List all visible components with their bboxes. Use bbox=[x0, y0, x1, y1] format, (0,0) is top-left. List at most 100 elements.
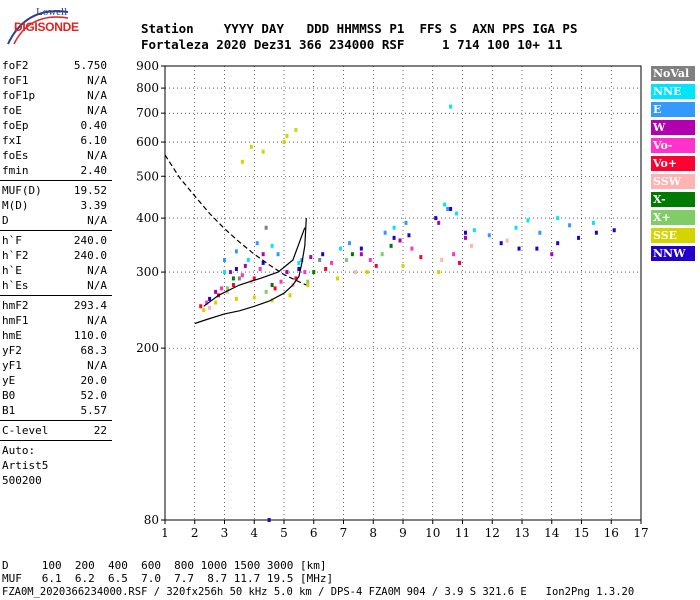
data-point bbox=[252, 295, 256, 300]
data-point bbox=[231, 283, 235, 288]
param-separator bbox=[0, 230, 112, 231]
data-point bbox=[401, 263, 405, 268]
param-row: D N/A bbox=[0, 213, 112, 228]
data-point bbox=[374, 263, 378, 268]
data-point bbox=[285, 270, 289, 275]
legend-item: W bbox=[651, 120, 695, 135]
data-point bbox=[208, 305, 212, 310]
y-tick-label: 700 bbox=[136, 106, 159, 120]
param-row: hmE 110.0 bbox=[0, 328, 112, 343]
param-row: h`F 240.0 bbox=[0, 233, 112, 248]
data-point bbox=[612, 228, 616, 233]
param-value: 293.4 bbox=[73, 299, 107, 312]
legend-item: Vo- bbox=[651, 138, 695, 153]
param-value: 240.0 bbox=[73, 249, 107, 262]
data-point bbox=[380, 252, 384, 257]
x-tick-label: 4 bbox=[250, 526, 258, 540]
data-point bbox=[270, 283, 274, 288]
x-tick-label: 13 bbox=[514, 526, 529, 540]
data-point bbox=[577, 235, 581, 240]
param-value: 20.0 bbox=[80, 374, 108, 387]
y-tick-label: 400 bbox=[136, 211, 159, 225]
data-point bbox=[392, 225, 396, 230]
data-point bbox=[228, 270, 232, 275]
data-point bbox=[294, 127, 298, 132]
data-point bbox=[220, 286, 224, 291]
data-point bbox=[306, 283, 310, 288]
data-point bbox=[297, 260, 301, 265]
data-point bbox=[437, 270, 441, 275]
polarization-legend: NoVal NNE E W Vo- Vo+ SSW X- X+ SSE NNW bbox=[651, 66, 695, 264]
data-point bbox=[526, 218, 530, 223]
data-point bbox=[225, 289, 229, 294]
data-point bbox=[240, 273, 244, 278]
y-tick-label: 200 bbox=[136, 341, 159, 355]
data-point bbox=[407, 233, 411, 238]
param-value: 19.52 bbox=[73, 184, 107, 197]
data-point bbox=[261, 260, 265, 265]
data-point bbox=[294, 276, 298, 281]
data-point bbox=[591, 220, 595, 225]
param-value: 240.0 bbox=[73, 234, 107, 247]
param-name: C-level bbox=[2, 424, 49, 437]
param-row: foEs N/A bbox=[0, 148, 112, 163]
param-value: N/A bbox=[87, 264, 107, 277]
data-point bbox=[261, 252, 265, 257]
param-row: yF2 68.3 bbox=[0, 343, 112, 358]
param-name: yF2 bbox=[2, 344, 22, 357]
data-point bbox=[594, 230, 598, 235]
data-point bbox=[368, 257, 372, 262]
data-point bbox=[404, 220, 408, 225]
data-point bbox=[350, 252, 354, 257]
y-tick-label: 80 bbox=[144, 513, 159, 527]
data-point bbox=[556, 241, 560, 246]
footer-distance-row: D 100 200 400 600 800 1000 1500 3000 [km… bbox=[2, 559, 327, 572]
param-value: 110.0 bbox=[73, 329, 107, 342]
data-point bbox=[392, 235, 396, 240]
data-point bbox=[359, 252, 363, 257]
param-value: 3.39 bbox=[80, 199, 108, 212]
x-tick-label: 1 bbox=[161, 526, 169, 540]
x-tick-label: 7 bbox=[340, 526, 348, 540]
param-name: yE bbox=[2, 374, 16, 387]
legend-item: NNE bbox=[651, 84, 695, 99]
param-name: foF1 bbox=[2, 74, 29, 87]
data-point bbox=[309, 255, 313, 260]
data-point bbox=[389, 243, 393, 248]
param-value: 2.40 bbox=[80, 164, 108, 177]
data-point bbox=[264, 289, 268, 294]
data-point bbox=[324, 266, 328, 271]
data-point bbox=[285, 133, 289, 138]
param-misc-line: 500200 bbox=[2, 474, 42, 487]
data-point bbox=[234, 249, 238, 254]
param-row: yF1 N/A bbox=[0, 358, 112, 373]
param-value: N/A bbox=[87, 74, 107, 87]
data-point bbox=[556, 216, 560, 221]
data-point bbox=[261, 149, 265, 154]
logo-digisonde-text: DIGISONDE bbox=[14, 20, 79, 34]
data-point bbox=[410, 246, 414, 251]
data-point bbox=[199, 304, 203, 309]
param-value: 22 bbox=[93, 424, 107, 437]
data-point bbox=[463, 230, 467, 235]
param-value: 0.40 bbox=[80, 119, 108, 132]
data-point bbox=[297, 266, 301, 271]
y-tick-label: 300 bbox=[136, 265, 159, 279]
data-point bbox=[214, 300, 218, 305]
data-point bbox=[255, 241, 259, 246]
data-point bbox=[282, 140, 286, 145]
data-point bbox=[318, 257, 322, 262]
param-name: B0 bbox=[2, 389, 16, 402]
logo-lowell-text: Lowell bbox=[36, 6, 68, 18]
param-value: N/A bbox=[87, 149, 107, 162]
x-tick-label: 3 bbox=[221, 526, 229, 540]
data-point bbox=[252, 276, 256, 281]
x-tick-label: 17 bbox=[633, 526, 648, 540]
profile-curve bbox=[194, 218, 307, 325]
footer-muf-row: MUF 6.1 6.2 6.5 7.0 7.7 8.7 11.7 19.5 [M… bbox=[2, 572, 334, 585]
param-name: B1 bbox=[2, 404, 16, 417]
data-point bbox=[419, 255, 423, 260]
param-row: B1 5.57 bbox=[0, 403, 112, 418]
param-row: foE N/A bbox=[0, 103, 112, 118]
